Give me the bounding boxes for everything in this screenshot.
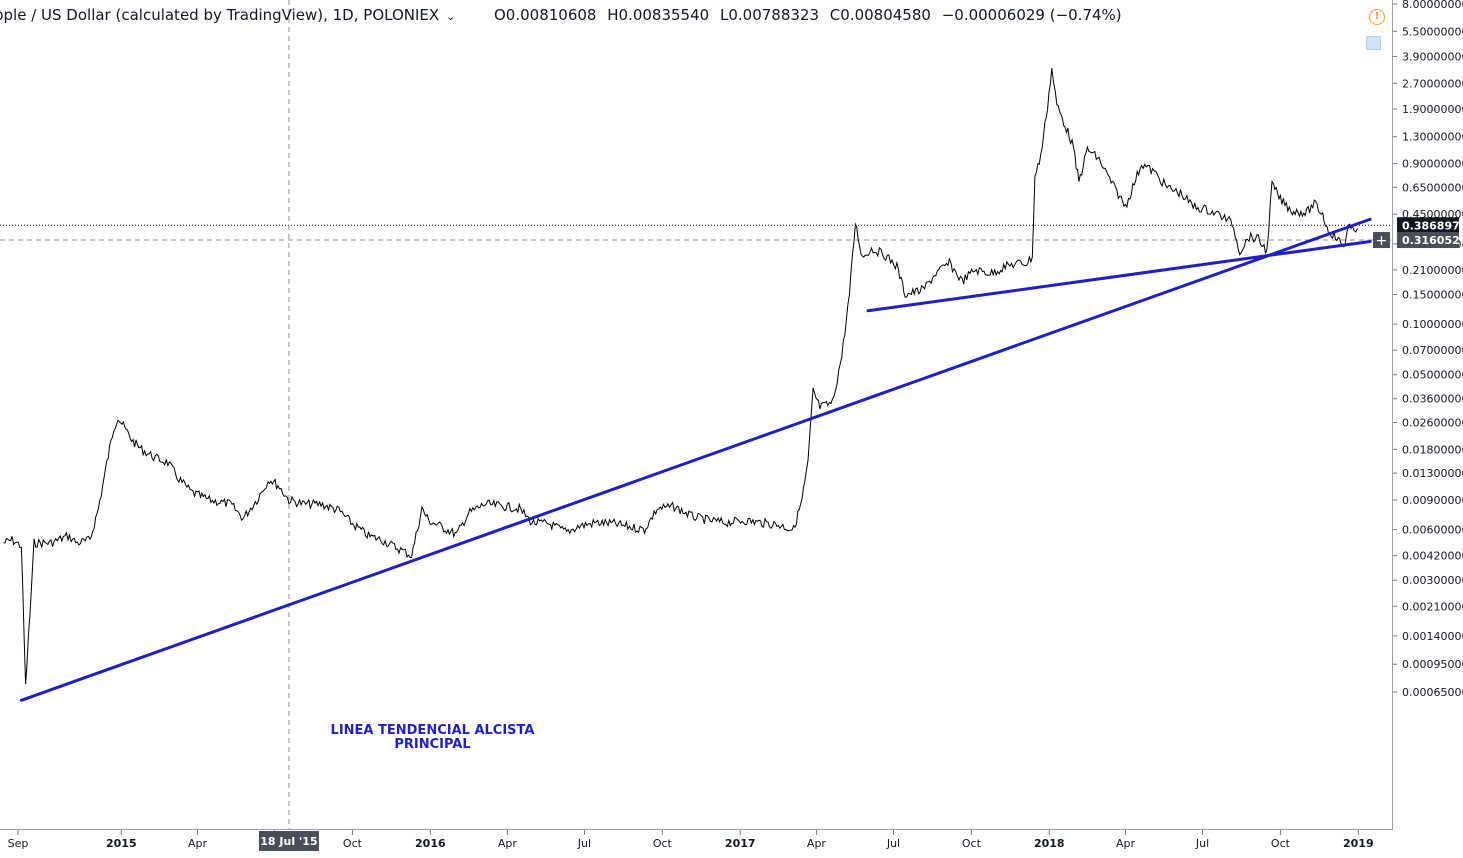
x-tick-label: Jul [577, 837, 591, 850]
y-tick-label: 0.00095000 [1402, 658, 1463, 671]
last-price-label: 0.38689799 [1402, 219, 1463, 232]
y-tick-label: 0.03600000 [1402, 393, 1463, 406]
y-tick-label: 0.02600000 [1402, 417, 1463, 430]
last-price-label-bg [1397, 217, 1459, 234]
price-series-line [3, 67, 1358, 685]
crosshair-date-label-bg [258, 831, 319, 851]
y-tick-label: 0.00210000 [1402, 600, 1463, 613]
y-tick-label: 1.30000000 [1402, 131, 1463, 144]
y-tick-label: 0.00600000 [1402, 524, 1463, 537]
crosshair-price-label: 0.31605209 [1402, 234, 1463, 247]
y-tick-label: 0.10000000 [1402, 318, 1463, 331]
symbol-title[interactable]: pple / US Dollar (calculated by TradingV… [0, 6, 455, 24]
x-tick-label: Jul [886, 837, 900, 850]
price-scale-border [1392, 0, 1393, 830]
close-value: C0.00804580 [829, 6, 931, 24]
y-tick-label: 0.07000000 [1402, 344, 1463, 357]
y-tick-label: 1.90000000 [1402, 103, 1463, 116]
y-tick-label: 0.15000000 [1402, 288, 1463, 301]
x-tick-label: Apr [1116, 837, 1136, 850]
image-icon[interactable] [1366, 36, 1381, 50]
trendline [866, 239, 1372, 313]
y-tick-label: 3.90000000 [1402, 50, 1463, 63]
x-tick-label: Jul [1195, 837, 1209, 850]
y-tick-label: 0.65000000 [1402, 181, 1463, 194]
y-tick-label: 0.00900000 [1402, 494, 1463, 507]
symbol-title-text: pple / US Dollar (calculated by TradingV… [0, 6, 440, 24]
annotation-line-2: PRINCIPAL [394, 737, 471, 752]
x-tick-label: Oct [653, 837, 673, 850]
time-scale-border [0, 829, 1393, 830]
y-tick-label: 2.70000000 [1402, 77, 1463, 90]
x-tick-label: 2017 [725, 837, 756, 850]
x-tick-label: Apr [498, 837, 518, 850]
x-tick-label: 2016 [415, 837, 446, 850]
y-tick-label: 0.01300000 [1402, 467, 1463, 480]
trendline-annotation: LINEA TENDENCIAL ALCISTA PRINCIPAL [300, 724, 565, 752]
open-value: O0.00810608 [494, 6, 597, 24]
annotation-line-1: LINEA TENDENCIAL ALCISTA [330, 723, 535, 738]
chevron-down-icon[interactable]: ⌄ [445, 10, 456, 23]
y-tick-label: 0.01800000 [1402, 443, 1463, 456]
y-tick-label: 0.00140000 [1402, 630, 1463, 643]
x-tick-label: 2018 [1034, 837, 1065, 850]
y-tick-label: 0.00300000 [1402, 574, 1463, 587]
change-value: −0.00006029 (−0.74%) [941, 6, 1122, 24]
x-tick-label: Oct [343, 837, 363, 850]
crosshair-price-label-bg [1397, 232, 1459, 249]
y-tick-label: 8.00000000 [1402, 0, 1463, 11]
trendline [19, 217, 1372, 702]
y-tick-label: 0.05000000 [1402, 369, 1463, 382]
high-value: H0.00835540 [607, 6, 710, 24]
x-tick-label: Apr [188, 837, 208, 850]
y-tick-label: 5.50000000 [1402, 25, 1463, 38]
low-value: L0.00788323 [719, 6, 820, 24]
crosshair-plus-bg [1373, 232, 1390, 249]
y-tick-label: 0.21000000 [1402, 264, 1463, 277]
crosshair-date-label: 18 Jul '15 [260, 835, 317, 848]
y-tick-label: 0.90000000 [1402, 158, 1463, 171]
y-tick-label: 0.00065000 [1402, 686, 1463, 699]
crosshair-plus-icon: + [1376, 233, 1388, 249]
y-tick-label: 0.00420000 [1402, 550, 1463, 563]
x-tick-label: Sep [8, 837, 29, 850]
ohlc-values: O0.00810608 H0.00835540 L0.00788323 C0.0… [494, 6, 1128, 24]
warning-icon[interactable]: ! [1369, 9, 1385, 25]
x-tick-label: Oct [962, 837, 982, 850]
x-tick-label: 2015 [106, 837, 137, 850]
x-tick-label: 2019 [1343, 837, 1374, 850]
x-tick-label: Apr [807, 837, 827, 850]
x-tick-label: Oct [1271, 837, 1291, 850]
